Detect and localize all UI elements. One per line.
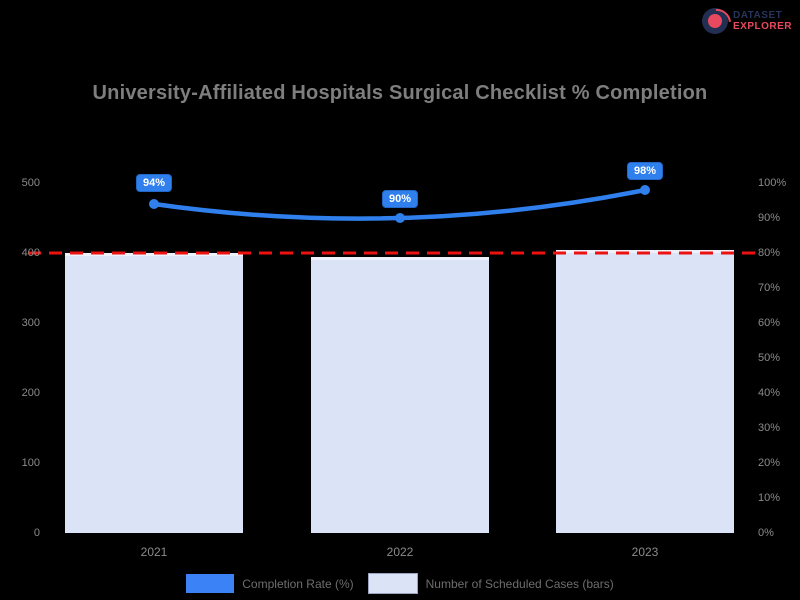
- x-axis-label: 2022: [386, 545, 414, 559]
- point-label-2022: 90%: [381, 190, 419, 208]
- x-axis-label: 2021: [140, 545, 168, 559]
- legend-swatch-1: [367, 573, 418, 594]
- right-axis-tick: 100%: [758, 177, 787, 189]
- left-axis-tick: 0: [33, 527, 40, 539]
- legend-swatch-0: [186, 574, 235, 593]
- chart-title: University-Affiliated Hospitals Surgical…: [92, 82, 708, 104]
- left-axis-tick: 200: [21, 387, 40, 399]
- left-axis-tick: 300: [21, 317, 40, 329]
- right-axis-tick: 70%: [758, 282, 781, 294]
- line-marker-2022: [395, 213, 405, 223]
- left-axis-tick: 500: [21, 177, 40, 189]
- brand-logo: DATASET EXPLORER: [701, 8, 792, 34]
- left-axis-tick: 100: [21, 457, 40, 469]
- right-axis-tick: 40%: [758, 387, 781, 399]
- legend-item-0: Completion Rate (%): [186, 574, 354, 593]
- bar-2023: [556, 250, 734, 533]
- brand-logo-line1: DATASET: [732, 10, 783, 21]
- right-axis-tick: 30%: [758, 422, 781, 434]
- right-axis-tick: 50%: [758, 352, 781, 364]
- legend-label-0: Completion Rate (%): [242, 576, 354, 591]
- legend-label-1: Number of Scheduled Cases (bars): [425, 576, 614, 591]
- bar-2022: [311, 257, 489, 533]
- line-marker-2023: [640, 185, 650, 195]
- legend-item-1: Number of Scheduled Cases (bars): [367, 573, 614, 594]
- right-axis-tick: 60%: [758, 317, 781, 329]
- right-axis-tick: 10%: [758, 492, 781, 504]
- point-label-2023: 98%: [626, 162, 664, 180]
- line-marker-2021: [149, 199, 159, 209]
- right-axis-tick: 90%: [758, 212, 781, 224]
- brand-logo-line2: EXPLORER: [732, 21, 792, 32]
- left-axis-tick: 400: [21, 247, 40, 259]
- right-axis-tick: 20%: [758, 457, 781, 469]
- x-axis-label: 2023: [631, 545, 659, 559]
- point-label-2021: 94%: [135, 174, 173, 192]
- right-axis-tick: 80%: [758, 247, 781, 259]
- right-axis-tick: 0%: [758, 527, 774, 539]
- legend: Completion Rate (%) Number of Scheduled C…: [0, 573, 800, 594]
- brand-logo-icon: [701, 8, 728, 34]
